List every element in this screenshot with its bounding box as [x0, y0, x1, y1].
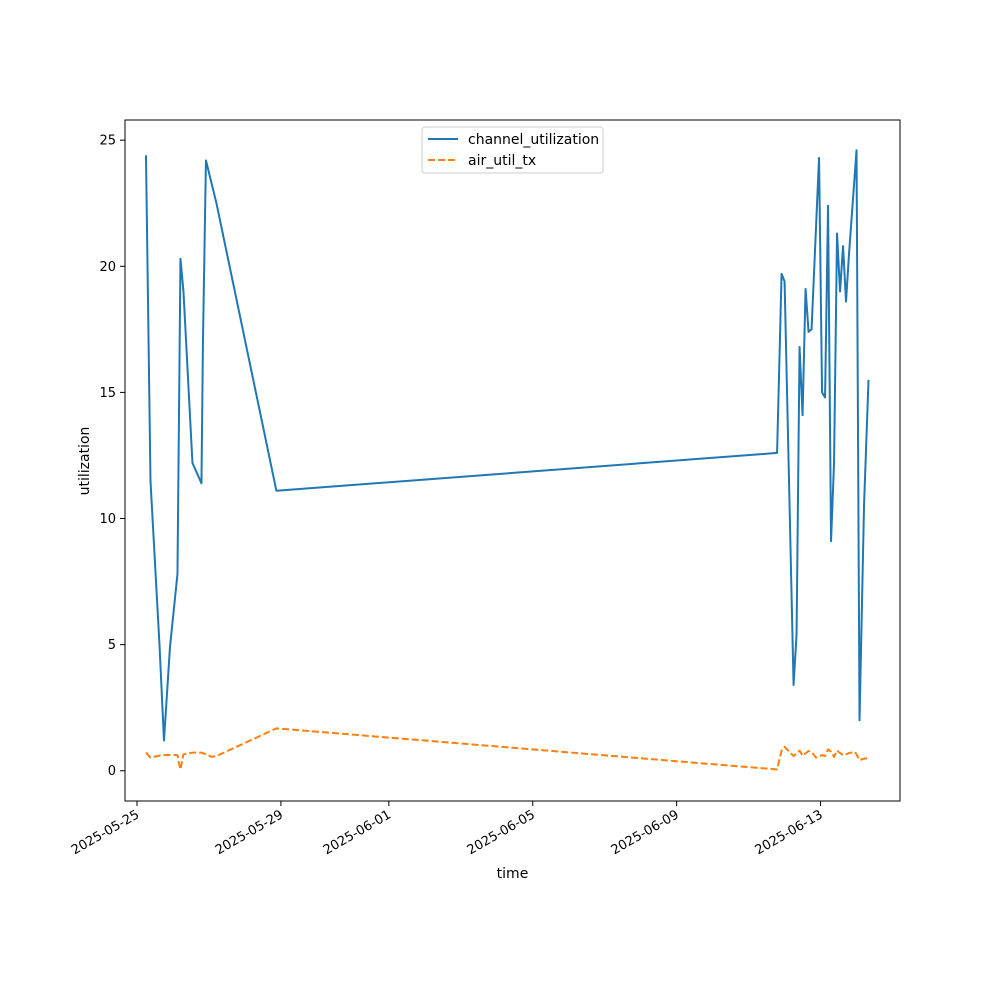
y-tick-label: 25	[99, 134, 116, 149]
legend-label: channel_utilization	[468, 132, 599, 148]
y-axis-ticks: 0 5 10 15 20 25	[99, 134, 125, 779]
legend: channel_utilization air_util_tx	[421, 126, 604, 174]
legend-box	[421, 126, 604, 174]
y-tick-label: 20	[99, 260, 116, 275]
series-line-air-util-tx	[145, 727, 869, 771]
y-tick-label: 5	[108, 638, 116, 653]
y-axis-title: utilization	[77, 427, 93, 496]
plot-area	[125, 120, 900, 801]
legend-label: air_util_tx	[468, 153, 536, 169]
x-axis-title: time	[497, 866, 529, 882]
plot-frame	[124, 119, 901, 802]
y-tick-label: 15	[99, 386, 116, 401]
series-line-channel-utilization	[144, 149, 870, 742]
y-tick-label: 0	[108, 764, 116, 779]
y-tick-label: 10	[99, 512, 116, 527]
series-layer	[144, 149, 870, 771]
